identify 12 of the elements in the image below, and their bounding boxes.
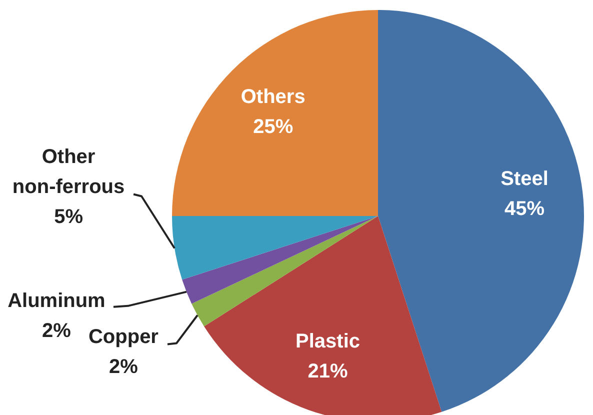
slice-label: Aluminum (8, 290, 106, 312)
slice-label: Steel (500, 168, 548, 190)
slice-label: Other non-ferrous (12, 146, 125, 198)
data-label: 45% (504, 198, 545, 220)
data-label: 21% (308, 360, 348, 383)
data-label: 25% (253, 116, 294, 138)
slice-label: Plastic (296, 330, 360, 353)
data-label: 2% (109, 356, 138, 378)
slice-label: Others (240, 86, 306, 108)
slice-label: Copper (88, 326, 159, 348)
data-label: 5% (54, 206, 84, 228)
data-label: 2% (42, 320, 72, 342)
